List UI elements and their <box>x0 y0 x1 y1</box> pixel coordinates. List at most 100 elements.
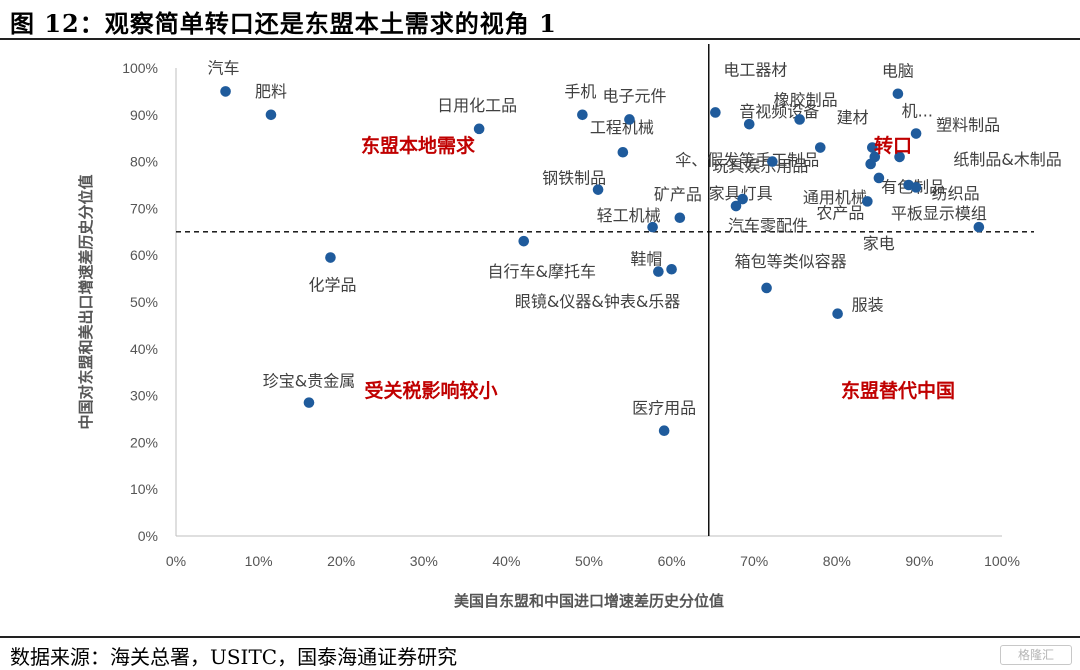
point-label: 化学品 <box>308 276 356 295</box>
quadrant-label: 东盟本地需求 <box>361 134 476 157</box>
data-point <box>666 263 677 275</box>
point-label: 汽车 <box>208 58 240 77</box>
point-label: 日用化工品 <box>437 96 517 115</box>
data-point <box>303 397 315 408</box>
y-tick-label: 80% <box>130 154 158 170</box>
data-point <box>617 146 629 158</box>
y-tick-label: 30% <box>130 388 158 404</box>
quadrant-label: 受关税影响较小 <box>364 379 497 402</box>
data-point <box>892 88 904 100</box>
point-label: 伞、假发等手工制品 <box>675 151 819 170</box>
point-label: 塑料制品 <box>936 116 1000 135</box>
data-point <box>761 282 772 294</box>
data-point <box>577 109 588 121</box>
reference-lines <box>176 44 1034 536</box>
point-label: 纸制品&木制品 <box>953 150 1061 169</box>
y-tick-label: 90% <box>130 107 158 123</box>
data-point <box>910 128 922 139</box>
point-label: 电脑 <box>882 62 914 81</box>
point-label: 纺织品 <box>932 184 980 203</box>
data-point <box>624 114 635 125</box>
data-point <box>869 151 881 163</box>
data-point <box>743 118 755 130</box>
x-tick-label: 40% <box>492 553 520 569</box>
scatter-chart: 0% 10% 20% 30% 40% 50% 60% 70% 80% 90% 100% 0% 10% 20… <box>77 44 1062 610</box>
data-point <box>473 123 485 135</box>
x-tick-label: 0% <box>166 553 186 569</box>
point-label: 农产品 <box>816 203 864 222</box>
data-point <box>873 172 885 184</box>
point-label: 箱包等类似容器 <box>735 252 847 271</box>
point-label: 肥料 <box>255 82 287 101</box>
point-label: 鞋帽 <box>630 250 662 269</box>
watermark-logo: 格隆汇 <box>1000 645 1072 665</box>
y-tick-label: 40% <box>130 341 158 357</box>
point-label: 电工器材 <box>723 60 787 79</box>
point-label: 钢铁制品 <box>542 169 606 188</box>
data-point <box>220 86 231 97</box>
y-tick-label: 100% <box>122 60 158 76</box>
quadrant-label: 东盟替代中国 <box>841 379 955 402</box>
data-point <box>647 221 658 233</box>
data-point <box>973 221 985 233</box>
data-point <box>674 212 686 224</box>
data-point <box>710 107 721 118</box>
y-tick-label: 10% <box>130 481 158 497</box>
point-label: 服装 <box>852 296 884 315</box>
x-axis-title: 美国自东盟和中国进口增速差历史分位值 <box>454 592 724 610</box>
x-tick-label: 50% <box>575 553 603 569</box>
data-point <box>862 196 873 207</box>
point-label: 机... <box>902 102 933 121</box>
point-label: 眼镜&仪器&钟表&乐器 <box>515 292 680 311</box>
data-point <box>767 156 778 167</box>
x-tick-label: 30% <box>410 553 438 569</box>
point-label: 家具灯具 <box>709 184 773 203</box>
x-tick-label: 20% <box>327 553 355 569</box>
point-label: 手机 <box>564 82 596 101</box>
data-point <box>518 235 530 247</box>
data-point <box>653 266 664 277</box>
point-label: 汽车零配件 <box>728 216 808 235</box>
x-tick-label: 60% <box>658 553 686 569</box>
footer-rule <box>0 636 1080 638</box>
y-tick-label: 70% <box>130 200 158 216</box>
point-label: 橡胶制品 <box>774 90 838 109</box>
x-tick-label: 70% <box>740 553 768 569</box>
data-point <box>794 114 805 125</box>
title-rule <box>0 38 1080 40</box>
source-note: 数据来源：海关总署，USITC，国泰海通证券研究 <box>10 645 458 669</box>
axes: 0% 10% 20% 30% 40% 50% 60% 70% 80% 90% 100% 0% 10% 20… <box>77 60 1020 610</box>
data-point <box>910 182 922 193</box>
point-label: 玩具娱乐用品 <box>712 157 808 176</box>
y-tick-label: 50% <box>130 294 158 310</box>
y-axis-title: 中国对东盟和美出口增速差历史分位值 <box>77 174 95 429</box>
data-point <box>867 142 878 153</box>
point-label: 建材 <box>837 108 869 127</box>
point-label: 家电 <box>863 234 895 253</box>
x-tick-label: 100% <box>984 553 1020 569</box>
y-tick-label: 20% <box>130 434 158 450</box>
x-tick-label: 10% <box>245 553 273 569</box>
y-tick-label: 0% <box>138 528 158 544</box>
y-tick-label: 60% <box>130 247 158 263</box>
data-point <box>814 142 826 153</box>
data-points <box>220 86 985 437</box>
quadrant-label: 转口 <box>874 134 912 157</box>
x-tick-label: 80% <box>823 553 851 569</box>
point-label: 通用机械 <box>803 188 867 207</box>
data-point <box>592 184 604 195</box>
point-label: 平板显示模组 <box>891 204 987 223</box>
point-label: 医疗用品 <box>632 399 696 418</box>
data-point <box>737 193 748 205</box>
point-label: 电子元件 <box>602 86 666 105</box>
x-tick-label: 90% <box>905 553 933 569</box>
point-label: 轻工机械 <box>597 206 661 225</box>
point-label: 工程机械 <box>590 118 654 137</box>
point-label: 珍宝&贵金属 <box>263 372 355 391</box>
data-point <box>730 200 742 212</box>
data-point <box>832 308 843 320</box>
data-point <box>265 109 277 121</box>
point-label: 自行车&摩托车 <box>488 262 596 281</box>
